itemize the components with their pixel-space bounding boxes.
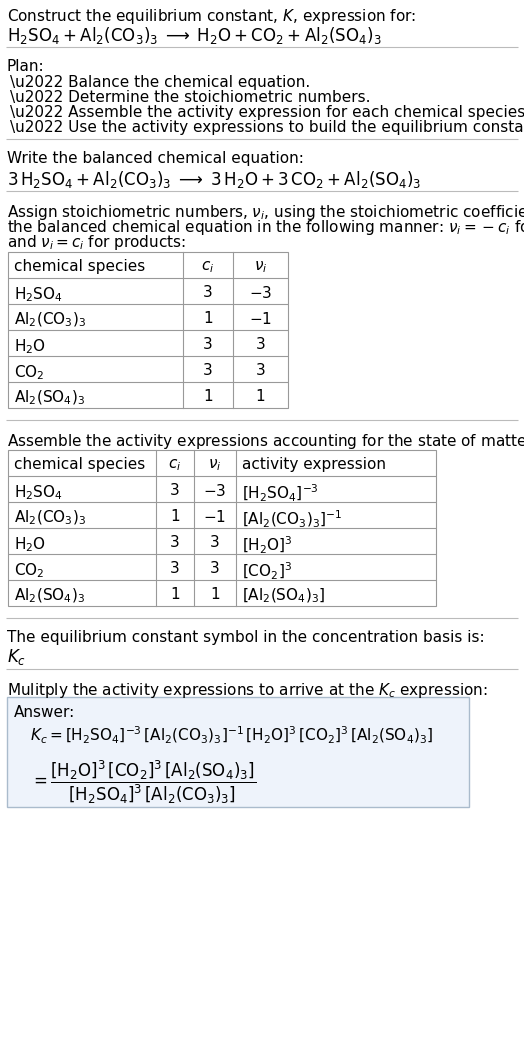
Text: $c_i$: $c_i$ (201, 259, 215, 275)
Text: 3: 3 (256, 337, 265, 352)
Text: 3: 3 (256, 363, 265, 378)
Text: $-1$: $-1$ (249, 311, 272, 327)
Text: $-3$: $-3$ (249, 285, 272, 301)
Text: 1: 1 (210, 587, 220, 602)
Text: $-1$: $-1$ (203, 509, 226, 525)
Text: \u2022 Balance the chemical equation.: \u2022 Balance the chemical equation. (10, 75, 310, 90)
Text: Construct the equilibrium constant, $K$, expression for:: Construct the equilibrium constant, $K$,… (7, 7, 417, 26)
Text: 1: 1 (170, 587, 180, 602)
Text: 1: 1 (170, 509, 180, 524)
Bar (7, 697, 469, 807)
Text: 3: 3 (170, 561, 180, 576)
Text: 3: 3 (203, 337, 213, 352)
Text: $\nu_i$: $\nu_i$ (208, 457, 222, 473)
Text: 1: 1 (203, 311, 213, 326)
Text: $\mathrm{CO_2}$: $\mathrm{CO_2}$ (14, 561, 45, 580)
Text: $\mathrm{Al_2(CO_3)_3}$: $\mathrm{Al_2(CO_3)_3}$ (14, 311, 86, 329)
Text: $\nu_i$: $\nu_i$ (254, 259, 267, 275)
Text: $\mathrm{Al_2(CO_3)_3}$: $\mathrm{Al_2(CO_3)_3}$ (14, 509, 86, 528)
Text: \u2022 Use the activity expressions to build the equilibrium constant expression: \u2022 Use the activity expressions to b… (10, 120, 524, 135)
Text: $\mathrm{3\,H_2SO_4 + Al_2(CO_3)_3 \;\longrightarrow\; 3\,H_2O + 3\,CO_2 + Al_2(: $\mathrm{3\,H_2SO_4 + Al_2(CO_3)_3 \;\lo… (7, 169, 421, 191)
Text: and $\nu_i = c_i$ for products:: and $\nu_i = c_i$ for products: (7, 233, 186, 252)
Text: $c_i$: $c_i$ (168, 457, 182, 473)
Text: activity expression: activity expression (242, 457, 386, 472)
Text: $\mathrm{Al_2(SO_4)_3}$: $\mathrm{Al_2(SO_4)_3}$ (14, 587, 85, 606)
Text: 3: 3 (170, 535, 180, 550)
Text: $\mathrm{CO_2}$: $\mathrm{CO_2}$ (14, 363, 45, 382)
Text: Answer:: Answer: (14, 705, 75, 720)
Text: 3: 3 (210, 561, 220, 576)
Text: 1: 1 (203, 389, 213, 404)
Text: 3: 3 (210, 535, 220, 550)
Text: $[\mathrm{Al_2(CO_3)_3}]^{-1}$: $[\mathrm{Al_2(CO_3)_3}]^{-1}$ (242, 509, 342, 530)
Text: \u2022 Assemble the activity expression for each chemical species.: \u2022 Assemble the activity expression … (10, 105, 524, 120)
Bar (8, 252, 288, 408)
Text: 3: 3 (170, 483, 180, 498)
Text: $\mathrm{H_2SO_4}$: $\mathrm{H_2SO_4}$ (14, 483, 63, 502)
Text: Plan:: Plan: (7, 59, 45, 74)
Text: $K_c = [\mathrm{H_2SO_4}]^{-3}\,[\mathrm{Al_2(CO_3)_3}]^{-1}\,[\mathrm{H_2O}]^3\: $K_c = [\mathrm{H_2SO_4}]^{-3}\,[\mathrm… (30, 725, 433, 746)
Text: \u2022 Determine the stoichiometric numbers.: \u2022 Determine the stoichiometric numb… (10, 90, 370, 105)
Text: $K_c$: $K_c$ (7, 648, 26, 667)
Text: chemical species: chemical species (14, 457, 145, 472)
Text: $[\mathrm{CO_2}]^3$: $[\mathrm{CO_2}]^3$ (242, 561, 292, 582)
Text: Assign stoichiometric numbers, $\nu_i$, using the stoichiometric coefficients, $: Assign stoichiometric numbers, $\nu_i$, … (7, 203, 524, 222)
Text: 1: 1 (256, 389, 265, 404)
Text: $\mathrm{H_2SO_4 + Al_2(CO_3)_3 \;\longrightarrow\; H_2O + CO_2 + Al_2(SO_4)_3}$: $\mathrm{H_2SO_4 + Al_2(CO_3)_3 \;\longr… (7, 25, 381, 46)
Text: Mulitply the activity expressions to arrive at the $K_c$ expression:: Mulitply the activity expressions to arr… (7, 681, 488, 700)
Text: $\mathrm{H_2SO_4}$: $\mathrm{H_2SO_4}$ (14, 285, 63, 304)
Text: Assemble the activity expressions accounting for the state of matter and $\nu_i$: Assemble the activity expressions accoun… (7, 432, 524, 451)
Text: $= \dfrac{[\mathrm{H_2O}]^3\,[\mathrm{CO_2}]^3\,[\mathrm{Al_2(SO_4)_3}]}{[\mathr: $= \dfrac{[\mathrm{H_2O}]^3\,[\mathrm{CO… (30, 759, 256, 807)
Text: 3: 3 (203, 285, 213, 300)
Text: Write the balanced chemical equation:: Write the balanced chemical equation: (7, 151, 304, 166)
Text: $[\mathrm{Al_2(SO_4)_3}]$: $[\mathrm{Al_2(SO_4)_3}]$ (242, 587, 325, 606)
Text: $[\mathrm{H_2SO_4}]^{-3}$: $[\mathrm{H_2SO_4}]^{-3}$ (242, 483, 319, 504)
Text: $\mathrm{H_2O}$: $\mathrm{H_2O}$ (14, 535, 46, 554)
Text: $-3$: $-3$ (203, 483, 227, 499)
Text: chemical species: chemical species (14, 259, 145, 274)
Text: The equilibrium constant symbol in the concentration basis is:: The equilibrium constant symbol in the c… (7, 630, 485, 645)
Text: 3: 3 (203, 363, 213, 378)
Text: $\mathrm{Al_2(SO_4)_3}$: $\mathrm{Al_2(SO_4)_3}$ (14, 389, 85, 407)
Text: $[\mathrm{H_2O}]^3$: $[\mathrm{H_2O}]^3$ (242, 535, 293, 556)
Text: the balanced chemical equation in the following manner: $\nu_i = -c_i$ for react: the balanced chemical equation in the fo… (7, 218, 524, 237)
Bar (8, 450, 436, 606)
Text: $\mathrm{H_2O}$: $\mathrm{H_2O}$ (14, 337, 46, 356)
